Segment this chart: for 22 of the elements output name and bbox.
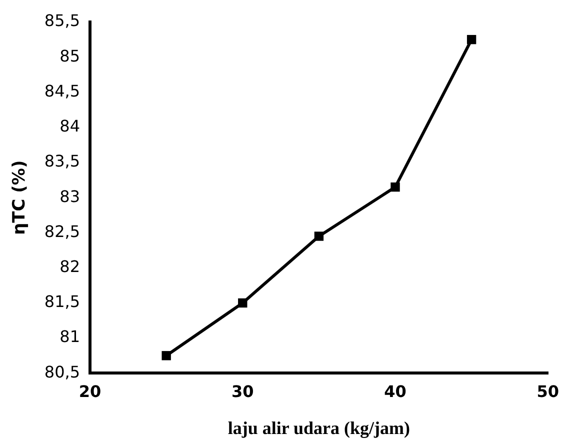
y-axis-title: ηTC (%) bbox=[10, 160, 30, 235]
y-tick-label: 82,5 bbox=[44, 222, 80, 241]
x-tick-label: 40 bbox=[384, 382, 406, 401]
point bbox=[238, 298, 248, 308]
y-tick-label: 82 bbox=[60, 256, 80, 276]
x-tick-label: 50 bbox=[536, 382, 559, 401]
y-tick-label: 80,5 bbox=[44, 362, 80, 382]
y-tick-label: 85 bbox=[60, 46, 80, 66]
y-tick-label: 83 bbox=[60, 186, 80, 206]
y-tick-label: 85,5 bbox=[44, 11, 80, 30]
point bbox=[314, 232, 324, 241]
point bbox=[390, 182, 400, 192]
point bbox=[466, 34, 476, 44]
point bbox=[162, 351, 171, 360]
y-tick-label: 81,5 bbox=[44, 292, 80, 312]
y-tick-label: 83,5 bbox=[44, 152, 80, 171]
y-tick-label: 84,5 bbox=[44, 81, 80, 100]
y-tick-label: 84 bbox=[60, 116, 80, 136]
x-tick-label: 20 bbox=[78, 382, 102, 401]
x-axis-title: laju alir udara (kg/jam) bbox=[228, 418, 410, 438]
x-tick-label: 30 bbox=[232, 382, 254, 401]
y-tick-label: 81 bbox=[60, 327, 80, 346]
